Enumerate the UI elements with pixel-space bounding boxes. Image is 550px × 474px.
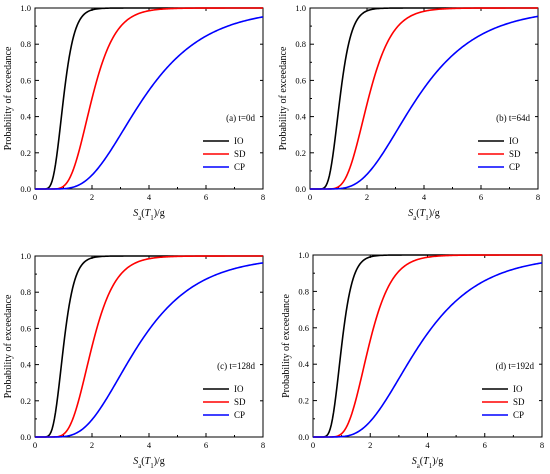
- y-tick-label: 1.0: [295, 3, 306, 13]
- y-tick-label: 0.2: [295, 148, 306, 158]
- x-axis-label: Sa(T1)/g: [133, 208, 165, 222]
- y-tick-label: 0.0: [20, 432, 31, 442]
- x-tick-label: 0: [33, 440, 37, 450]
- x-tick-label: 0: [33, 192, 37, 202]
- series-line-cp: [310, 15, 539, 190]
- legend-label-cp: CP: [234, 410, 245, 420]
- legend-label-cp: CP: [234, 162, 245, 172]
- x-tick-label: 2: [90, 192, 94, 202]
- panel-annotation: (d) t=192d: [496, 361, 535, 371]
- y-tick-label: 1.0: [20, 251, 31, 261]
- y-tick-label: 0.8: [20, 39, 31, 49]
- y-tick-label: 0.4: [298, 359, 309, 369]
- x-tick-label: 8: [261, 192, 265, 202]
- x-tick-label: 0: [311, 440, 315, 450]
- y-tick-label: 0.0: [20, 184, 31, 194]
- y-tick-label: 0.6: [20, 75, 31, 85]
- legend-label-cp: CP: [509, 162, 520, 172]
- legend-label-io: IO: [234, 384, 244, 394]
- y-axis-label: Probability of exceedance: [278, 46, 289, 150]
- series-line-cp: [35, 16, 264, 190]
- plot-frame: [312, 254, 543, 438]
- y-tick-label: 0.6: [295, 75, 306, 85]
- y-tick-label: 0.6: [20, 323, 31, 333]
- plot-frame: [34, 255, 264, 438]
- legend-label-sd: SD: [513, 397, 525, 407]
- chart-panel-1: 0 2 4 6 8 0.0 0.2 0.4 0.6 0.8 1.0 (a) t=0d IO SD CP Sa(…: [3, 3, 265, 222]
- y-axis-label: Probability of exceedance: [281, 294, 292, 398]
- x-tick-label: 2: [365, 192, 369, 202]
- y-tick-label: 0.4: [20, 360, 31, 370]
- x-tick-label: 4: [147, 192, 152, 202]
- y-tick-label: 0.2: [20, 148, 31, 158]
- y-axis-label: Probability of exceedance: [3, 46, 14, 150]
- legend-label-io: IO: [513, 384, 523, 394]
- x-tick-label: 4: [425, 440, 430, 450]
- series-line-io: [35, 7, 263, 190]
- series-line-io: [310, 7, 538, 190]
- y-tick-label: 1.0: [298, 250, 309, 260]
- y-tick-label: 1.0: [20, 3, 31, 13]
- series-line-cp: [313, 262, 543, 438]
- series-line-cp: [35, 262, 264, 438]
- series-line-sd: [310, 7, 538, 190]
- y-axis-label: Probability of exceedance: [3, 294, 14, 398]
- x-tick-label: 8: [261, 440, 265, 450]
- legend-label-sd: SD: [234, 149, 246, 159]
- x-tick-label: 6: [479, 192, 483, 202]
- x-axis-label: Sa(T1)/g: [133, 456, 165, 470]
- series-line-sd: [313, 254, 542, 438]
- x-tick-label: 6: [204, 192, 208, 202]
- x-tick-label: 2: [90, 440, 94, 450]
- x-tick-label: 8: [536, 192, 540, 202]
- plot-frame: [309, 7, 539, 190]
- y-tick-label: 0.8: [20, 287, 31, 297]
- x-tick-label: 4: [422, 192, 427, 202]
- x-tick-label: 8: [540, 440, 544, 450]
- y-tick-label: 0.4: [295, 112, 306, 122]
- legend-label-io: IO: [234, 136, 244, 146]
- plot-frame: [34, 7, 264, 190]
- chart-panel-4: 0 2 4 6 8 0.0 0.2 0.4 0.6 0.8 1.0 (d) t=192d IO SD CP S…: [281, 250, 544, 470]
- series-line-sd: [35, 255, 263, 438]
- y-tick-label: 0.0: [295, 184, 306, 194]
- series-line-io: [313, 254, 542, 438]
- panel-annotation: (a) t=0d: [226, 113, 255, 123]
- panel-annotation: (b) t=64d: [496, 113, 530, 123]
- chart-panel-3: 0 2 4 6 8 0.0 0.2 0.4 0.6 0.8 1.0 (c) t=128d IO SD CP S…: [3, 251, 265, 470]
- y-tick-label: 0.8: [298, 286, 309, 296]
- y-tick-label: 0.2: [20, 396, 31, 406]
- y-tick-label: 0.0: [298, 432, 309, 442]
- x-tick-label: 4: [147, 440, 152, 450]
- series-line-sd: [35, 7, 263, 190]
- y-tick-label: 0.2: [298, 396, 309, 406]
- legend-label-sd: SD: [509, 149, 521, 159]
- x-axis-label: Sa(T1)/g: [408, 208, 440, 222]
- legend-label-sd: SD: [234, 397, 246, 407]
- x-tick-label: 6: [204, 440, 208, 450]
- series-line-io: [35, 255, 263, 438]
- chart-panel-2: 0 2 4 6 8 0.0 0.2 0.4 0.6 0.8 1.0 (b) t=64d IO SD CP Sa…: [278, 3, 540, 222]
- legend-label-cp: CP: [513, 410, 524, 420]
- legend-label-io: IO: [509, 136, 519, 146]
- x-tick-label: 2: [368, 440, 372, 450]
- y-tick-label: 0.8: [295, 39, 306, 49]
- y-tick-label: 0.4: [20, 112, 31, 122]
- x-tick-label: 0: [308, 192, 312, 202]
- x-axis-label: Sa(T1)/g: [412, 456, 444, 470]
- y-tick-label: 0.6: [298, 323, 309, 333]
- x-tick-label: 6: [483, 440, 487, 450]
- panel-annotation: (c) t=128d: [217, 361, 255, 371]
